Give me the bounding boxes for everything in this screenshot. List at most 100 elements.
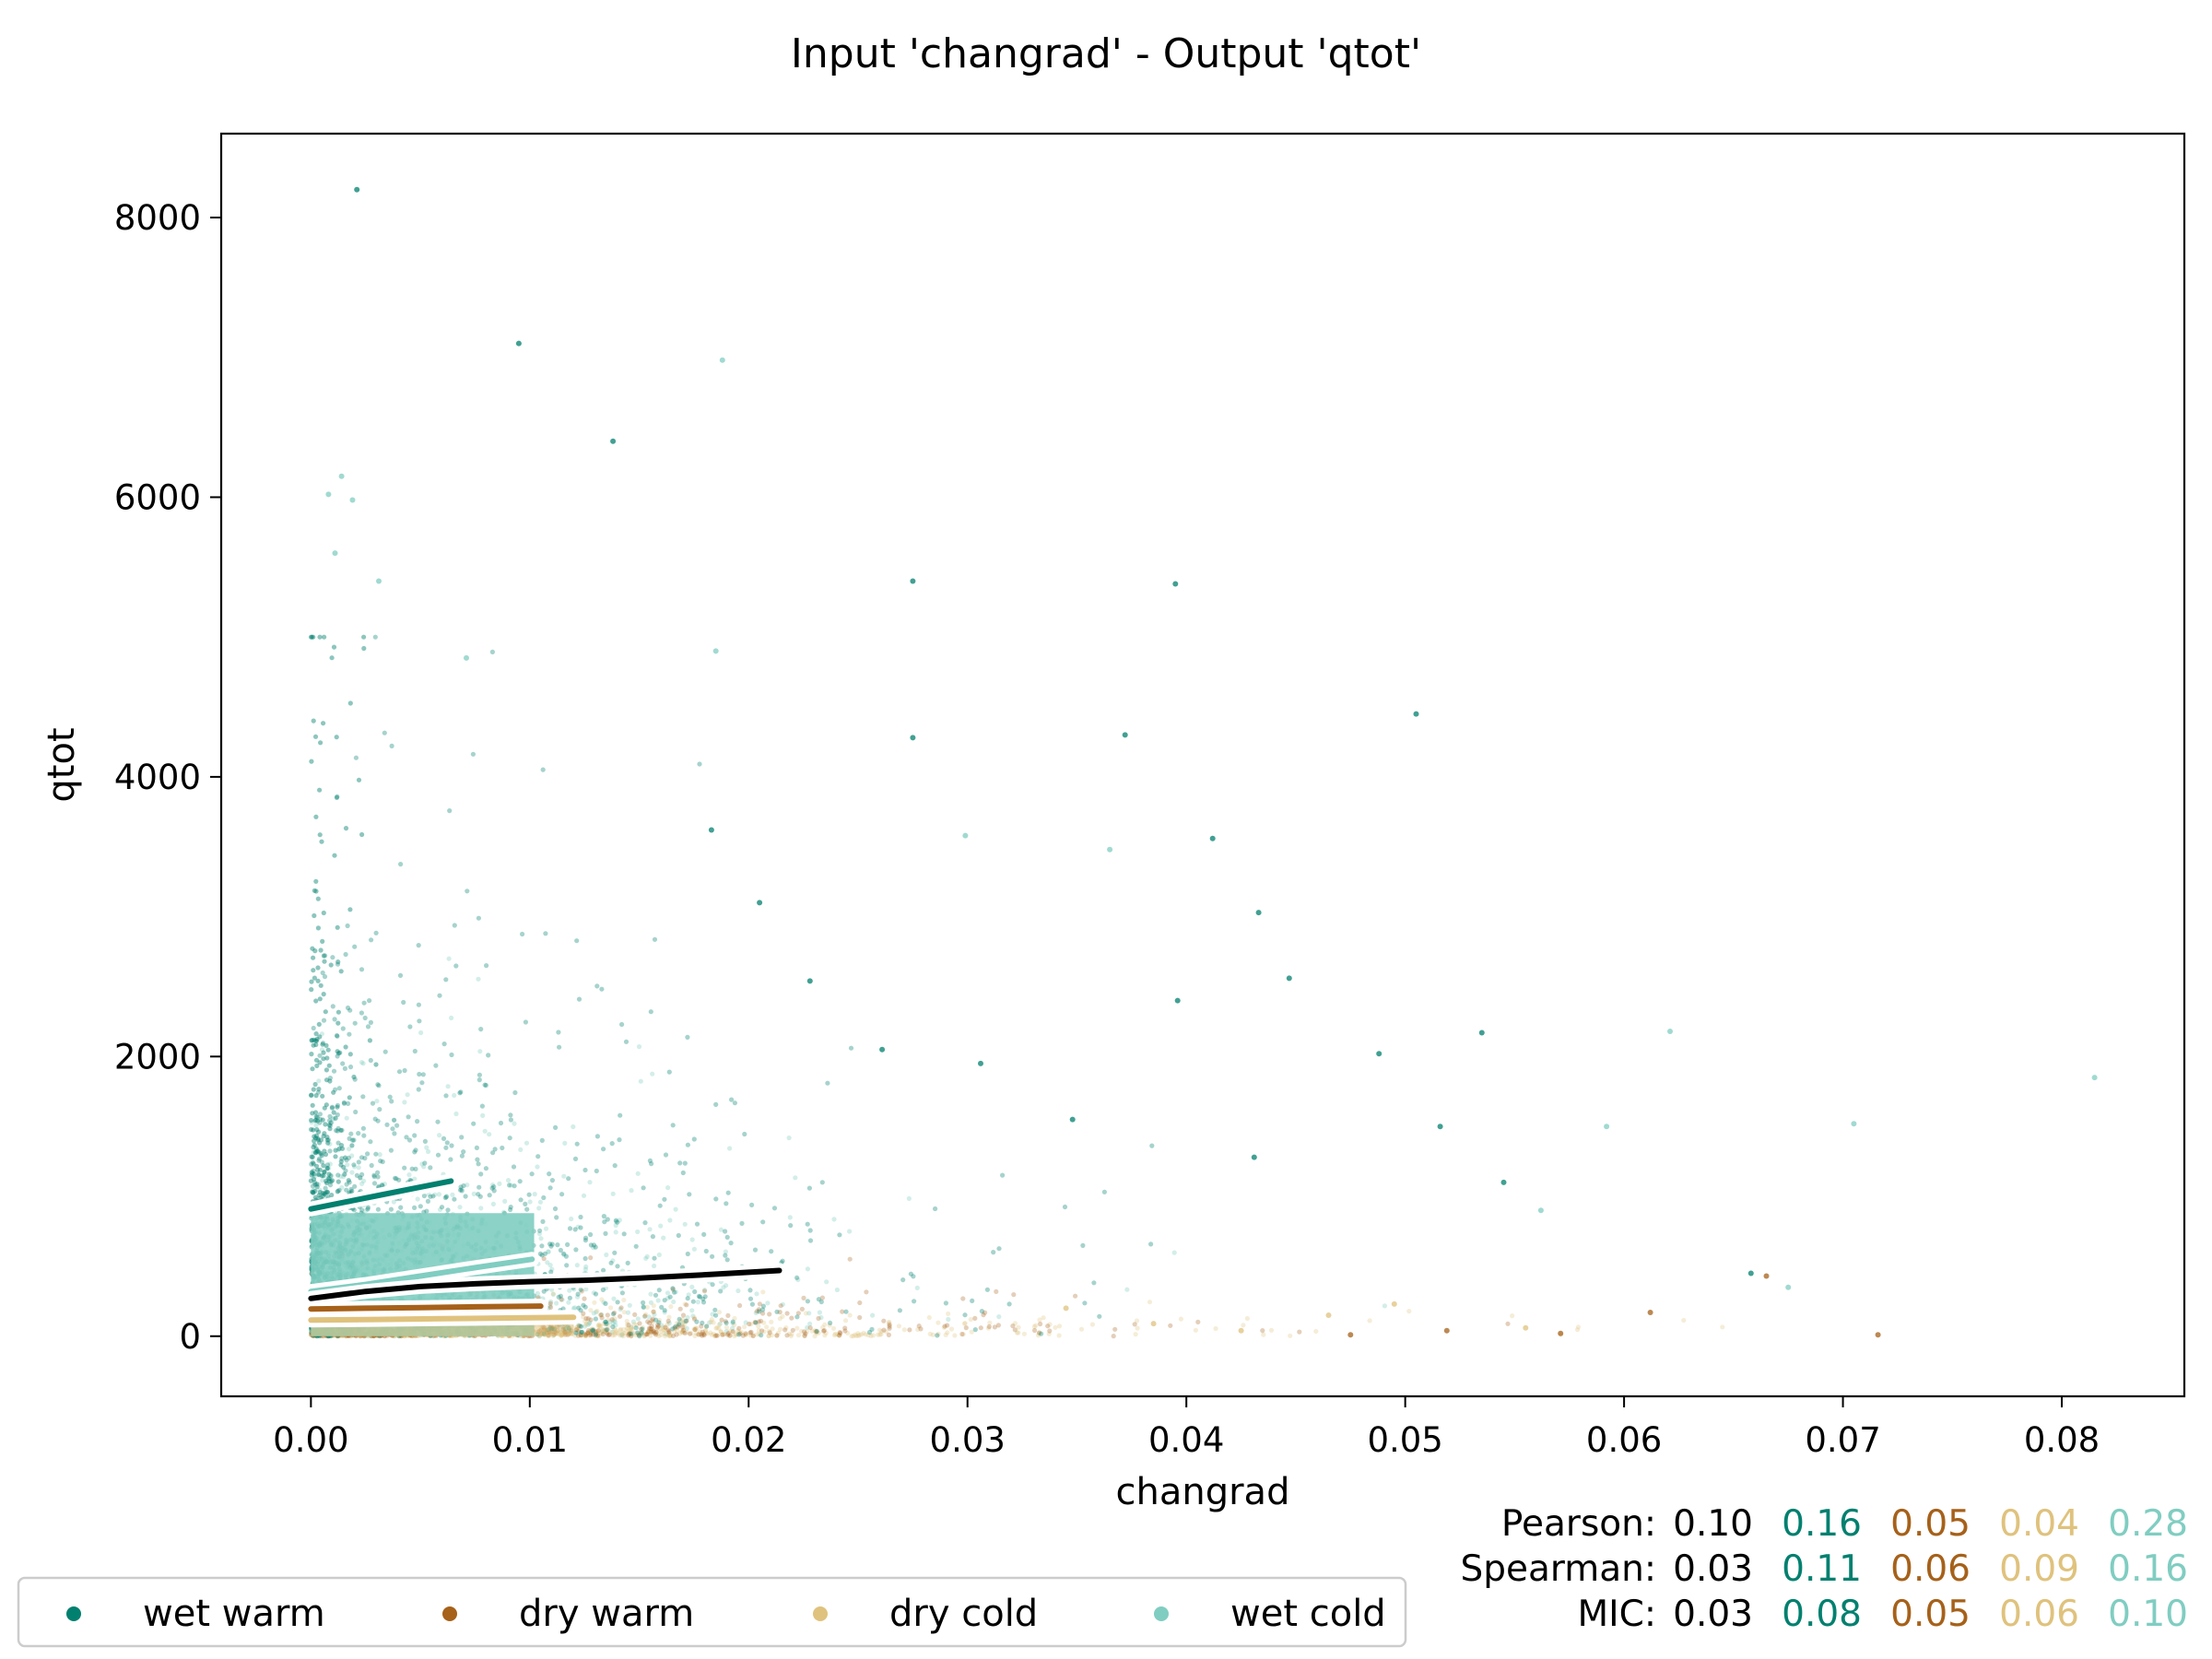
- scatter-point: [609, 1329, 615, 1335]
- scatter-point: [1080, 1242, 1086, 1248]
- scatter-point: [760, 1303, 767, 1309]
- scatter-point: [418, 1204, 423, 1209]
- scatter-point: [371, 1181, 378, 1186]
- scatter-point: [317, 1187, 323, 1193]
- scatter-point: [378, 1159, 383, 1164]
- scatter-point: [907, 1327, 912, 1333]
- scatter-point: [690, 1299, 696, 1304]
- scatter-point: [686, 1292, 691, 1298]
- scatter-point: [502, 1198, 508, 1204]
- scatter-point: [524, 1140, 530, 1146]
- scatter-point: [352, 1020, 358, 1026]
- scatter-point: [824, 1279, 830, 1285]
- scatter-point: [578, 1225, 583, 1230]
- scatter-point: [749, 1301, 756, 1307]
- scatter-point: [587, 1180, 593, 1185]
- scatter-point: [710, 1282, 715, 1288]
- scatter-point: [648, 1009, 653, 1015]
- scatter-point: [402, 1100, 407, 1105]
- scatter-point: [565, 1241, 571, 1247]
- scatter-point: [575, 1291, 581, 1297]
- scatter-point: [942, 1324, 947, 1329]
- scatter-point: [603, 1300, 608, 1306]
- scatter-point: [377, 1152, 382, 1158]
- scatter-point: [316, 1078, 322, 1084]
- scatter-point: [692, 1327, 698, 1333]
- scatter-point: [492, 1147, 498, 1152]
- scatter-point: [712, 1307, 718, 1312]
- scatter-point: [612, 1163, 618, 1169]
- scatter-point: [979, 1309, 984, 1314]
- scatter-point: [389, 1099, 394, 1104]
- scatter-point: [365, 1024, 371, 1030]
- scatter-point: [316, 1158, 322, 1163]
- scatter-point: [795, 1333, 802, 1338]
- scatter-point: [397, 972, 404, 978]
- scatter-point: [579, 1329, 584, 1335]
- scatter-point: [390, 1126, 395, 1132]
- scatter-point: [330, 1004, 335, 1009]
- scatter-point: [402, 1165, 407, 1171]
- scatter-point: [696, 1293, 702, 1300]
- scatter-point: [459, 1186, 465, 1192]
- scatter-point: [536, 1206, 542, 1211]
- scatter-point: [733, 1332, 738, 1337]
- scatter-point: [549, 1178, 556, 1183]
- scatter-point: [585, 1330, 591, 1335]
- scatter-point: [647, 1158, 653, 1163]
- scatter-point: [396, 1177, 402, 1182]
- scatter-point: [650, 1071, 655, 1077]
- scatter-point: [760, 1219, 766, 1225]
- scatter-point: [345, 1005, 351, 1011]
- scatter-point: [677, 1160, 683, 1166]
- scatter-point: [559, 1297, 565, 1302]
- scatter-point: [709, 1332, 714, 1337]
- scatter-point: [1073, 1293, 1078, 1299]
- scatter-point: [593, 1291, 599, 1297]
- scatter-point: [1132, 1322, 1137, 1327]
- scatter-point: [345, 1162, 350, 1168]
- scatter-point: [806, 1311, 812, 1316]
- scatter-point: [680, 1312, 687, 1318]
- scatter-point: [598, 1312, 604, 1318]
- scatter-point: [361, 1133, 367, 1138]
- scatter-point: [562, 1140, 568, 1146]
- scatter-point: [1062, 1204, 1068, 1210]
- scatter-point: [477, 1184, 482, 1190]
- scatter-point: [666, 1321, 672, 1326]
- scatter-point: [794, 1325, 800, 1331]
- scatter-point: [876, 1332, 881, 1337]
- scatter-point: [461, 1182, 466, 1189]
- scatter-point: [537, 1199, 544, 1205]
- scatter-point: [723, 1249, 729, 1254]
- scatter-point: [784, 1333, 790, 1338]
- scatter-point: [422, 1160, 428, 1166]
- scatter-point: [591, 1311, 596, 1316]
- scatter-point: [317, 832, 323, 838]
- scatter-point: [507, 1135, 512, 1141]
- scatter-point: [508, 1182, 514, 1188]
- scatter-point: [359, 967, 365, 972]
- scatter-point: [391, 1199, 396, 1205]
- scatter-point: [526, 1192, 532, 1197]
- scatter-point: [313, 998, 319, 1004]
- scatter-point: [487, 1193, 492, 1198]
- scatter-point: [727, 1146, 733, 1151]
- scatter-point: [753, 1320, 759, 1325]
- scatter-point: [658, 1326, 664, 1332]
- scatter-point: [610, 1312, 617, 1317]
- scatter-point: [336, 1086, 342, 1091]
- scatter-point: [1124, 1287, 1130, 1292]
- scatter-point: [719, 1332, 724, 1337]
- scatter-point: [685, 1314, 690, 1321]
- scatter-point: [603, 1230, 608, 1236]
- scatter-point: [343, 826, 349, 831]
- scatter-point: [621, 1297, 627, 1303]
- scatter-point: [428, 1194, 433, 1199]
- scatter-point: [313, 878, 319, 884]
- scatter-point: [535, 1154, 541, 1159]
- scatter-point: [418, 1030, 424, 1036]
- scatter-point: [682, 1160, 688, 1166]
- scatter-point: [625, 1260, 630, 1265]
- scatter-point: [313, 1123, 319, 1128]
